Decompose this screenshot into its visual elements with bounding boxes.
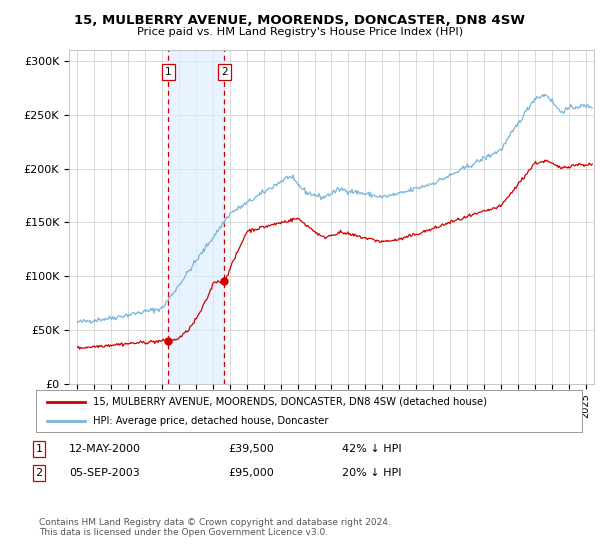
Text: 42% ↓ HPI: 42% ↓ HPI bbox=[342, 444, 401, 454]
Text: HPI: Average price, detached house, Doncaster: HPI: Average price, detached house, Donc… bbox=[94, 416, 329, 426]
Text: 12-MAY-2000: 12-MAY-2000 bbox=[69, 444, 141, 454]
Bar bbox=[168, 50, 224, 384]
Text: 1: 1 bbox=[35, 444, 43, 454]
Text: 05-SEP-2003: 05-SEP-2003 bbox=[69, 468, 140, 478]
Text: 20% ↓ HPI: 20% ↓ HPI bbox=[342, 468, 401, 478]
Text: 1: 1 bbox=[165, 67, 172, 77]
Text: Contains HM Land Registry data © Crown copyright and database right 2024.
This d: Contains HM Land Registry data © Crown c… bbox=[39, 518, 391, 538]
Text: 2: 2 bbox=[221, 67, 227, 77]
Text: Price paid vs. HM Land Registry's House Price Index (HPI): Price paid vs. HM Land Registry's House … bbox=[137, 27, 463, 37]
Text: 15, MULBERRY AVENUE, MOORENDS, DONCASTER, DN8 4SW: 15, MULBERRY AVENUE, MOORENDS, DONCASTER… bbox=[74, 14, 526, 27]
Text: £95,000: £95,000 bbox=[228, 468, 274, 478]
Text: £39,500: £39,500 bbox=[228, 444, 274, 454]
Text: 15, MULBERRY AVENUE, MOORENDS, DONCASTER, DN8 4SW (detached house): 15, MULBERRY AVENUE, MOORENDS, DONCASTER… bbox=[94, 396, 487, 407]
Text: 2: 2 bbox=[35, 468, 43, 478]
